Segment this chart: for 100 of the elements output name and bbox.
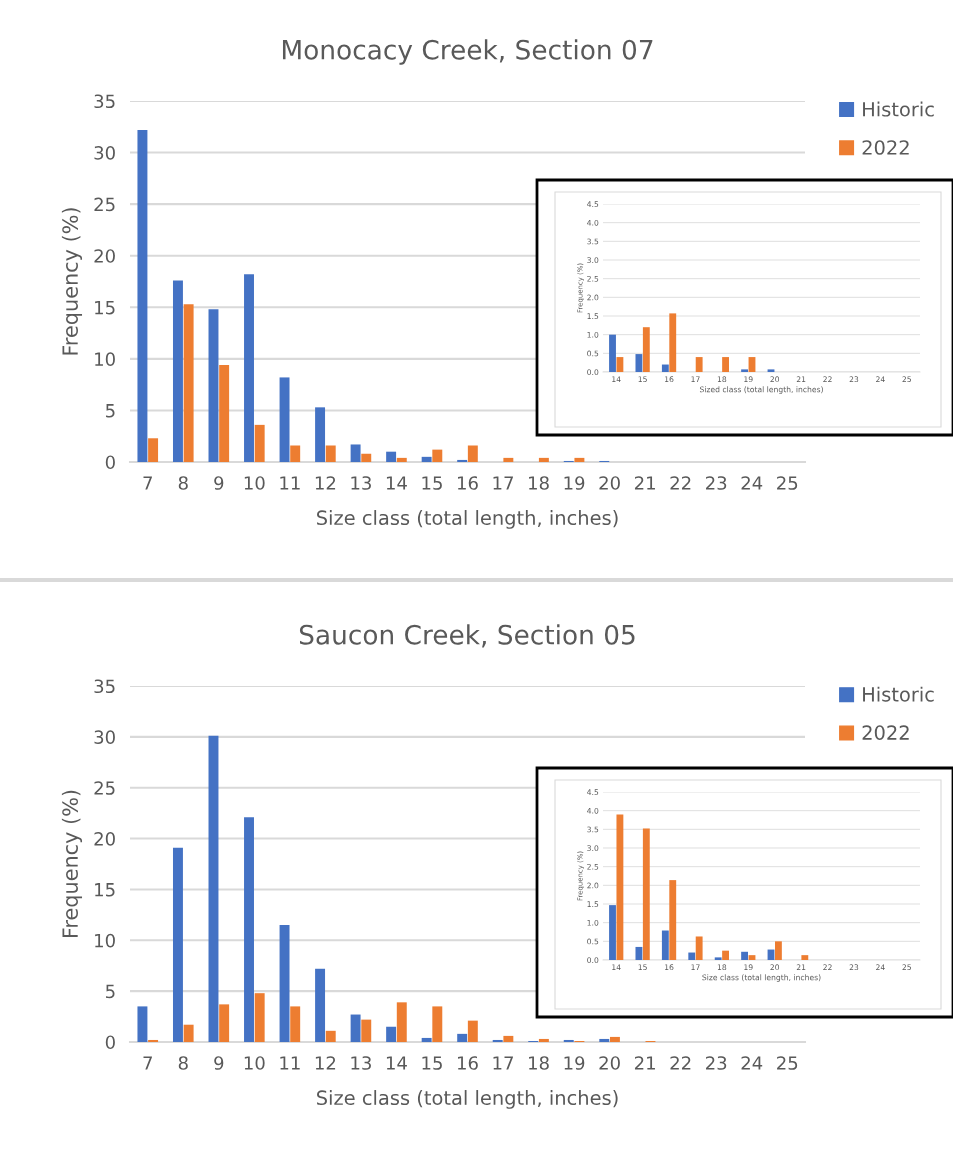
bar	[244, 817, 254, 1042]
x-axis-title: Size class (total length, inches)	[317, 510, 618, 529]
bar	[492, 1039, 503, 1042]
bar	[315, 968, 326, 1042]
bar	[635, 354, 643, 372]
legend-label: Historic	[863, 686, 934, 702]
x-tick-label: 16	[458, 476, 478, 490]
bar	[396, 457, 407, 462]
bar	[315, 407, 326, 462]
y-tick-label: 0	[105, 1035, 115, 1050]
y-tick-label: 20	[94, 832, 115, 846]
y-axis-title: Frequency (%)	[61, 208, 83, 355]
x-tick-label: 19	[564, 1056, 585, 1070]
bar	[244, 274, 254, 462]
bar	[669, 313, 677, 372]
bar	[172, 847, 183, 1042]
x-tick-label: 18	[529, 1056, 549, 1070]
bar	[183, 304, 194, 462]
bar	[457, 1033, 468, 1042]
x-tick-label: 22	[670, 476, 691, 490]
x-tick-label: 9	[214, 1056, 224, 1070]
bar	[386, 1026, 397, 1042]
y-tick-label: 25	[94, 781, 115, 795]
bar	[599, 1038, 610, 1042]
bar	[609, 334, 616, 372]
bar	[741, 951, 749, 960]
x-tick-label: 14	[386, 1056, 407, 1070]
bar	[538, 457, 549, 462]
y-tick-label: 30	[94, 146, 115, 160]
x-tick-label: 7	[143, 476, 152, 490]
bar	[279, 377, 290, 462]
bar	[801, 955, 809, 960]
x-tick-label: 17	[493, 1056, 513, 1070]
x-tick-label: 11	[280, 476, 300, 490]
x-tick-label: 12	[315, 476, 336, 490]
bar	[148, 1039, 159, 1042]
bar	[503, 1035, 514, 1042]
x-tick-label: 15	[422, 476, 442, 490]
x-tick-label: 7	[143, 1056, 152, 1070]
bar	[350, 444, 361, 462]
bar	[432, 1006, 443, 1042]
bar	[609, 905, 616, 960]
bar	[616, 814, 624, 960]
y-tick-label: 5	[106, 984, 115, 999]
bar	[254, 424, 265, 462]
y-tick-label: 35	[94, 94, 115, 109]
bar	[467, 1020, 478, 1042]
chart-title: Monocacy Creek, Section 07	[282, 39, 653, 65]
x-tick-label: 23	[706, 1056, 727, 1070]
x-tick-label: 24	[741, 1056, 763, 1070]
bar	[361, 1019, 372, 1042]
y-tick-label: 30	[94, 730, 115, 744]
legend-label: 2022	[862, 140, 909, 155]
bar	[386, 451, 397, 462]
bar	[457, 459, 468, 462]
bar	[290, 1006, 301, 1042]
x-tick-label: 13	[351, 1056, 371, 1070]
x-tick-label: 12	[315, 1056, 336, 1070]
bar	[432, 449, 443, 462]
x-tick-label: 25	[777, 476, 798, 490]
bar	[741, 369, 749, 372]
x-tick-label: 22	[670, 1056, 691, 1070]
bar	[722, 357, 730, 372]
bar	[361, 453, 372, 462]
x-tick-label: 11	[280, 1056, 300, 1070]
bar	[325, 445, 336, 462]
bar	[172, 280, 183, 462]
chart-title: Saucon Creek, Section 05	[299, 624, 635, 648]
x-tick-label: 23	[706, 476, 727, 490]
bar	[538, 1038, 549, 1042]
bar	[609, 1036, 620, 1042]
bar	[574, 457, 585, 462]
x-tick-label: 14	[386, 476, 407, 490]
x-tick-label: 16	[458, 1056, 478, 1070]
x-tick-label: 8	[178, 1056, 188, 1070]
bar	[642, 828, 650, 960]
bar	[290, 445, 301, 462]
bar	[722, 950, 730, 960]
x-tick-label: 8	[178, 476, 188, 490]
y-tick-label: 10	[95, 933, 115, 948]
y-tick-label: 35	[94, 679, 115, 694]
bar	[774, 941, 782, 960]
x-tick-label: 15	[422, 1056, 442, 1070]
bar	[563, 1039, 574, 1042]
y-axis-title: Frequency (%)	[61, 790, 83, 938]
bar	[695, 936, 703, 960]
legend-label: Historic	[863, 101, 934, 117]
x-tick-label: 19	[564, 476, 585, 490]
bar	[137, 1006, 148, 1042]
bar	[635, 946, 643, 960]
bar	[503, 457, 514, 462]
bar	[421, 456, 432, 462]
bar	[767, 369, 775, 372]
bar	[695, 357, 703, 372]
bar	[642, 327, 650, 372]
bar	[219, 1004, 230, 1042]
y-tick-label: 15	[95, 300, 115, 315]
bar	[325, 1030, 336, 1042]
y-tick-label: 15	[95, 883, 115, 897]
y-tick-label: 10	[95, 352, 115, 366]
